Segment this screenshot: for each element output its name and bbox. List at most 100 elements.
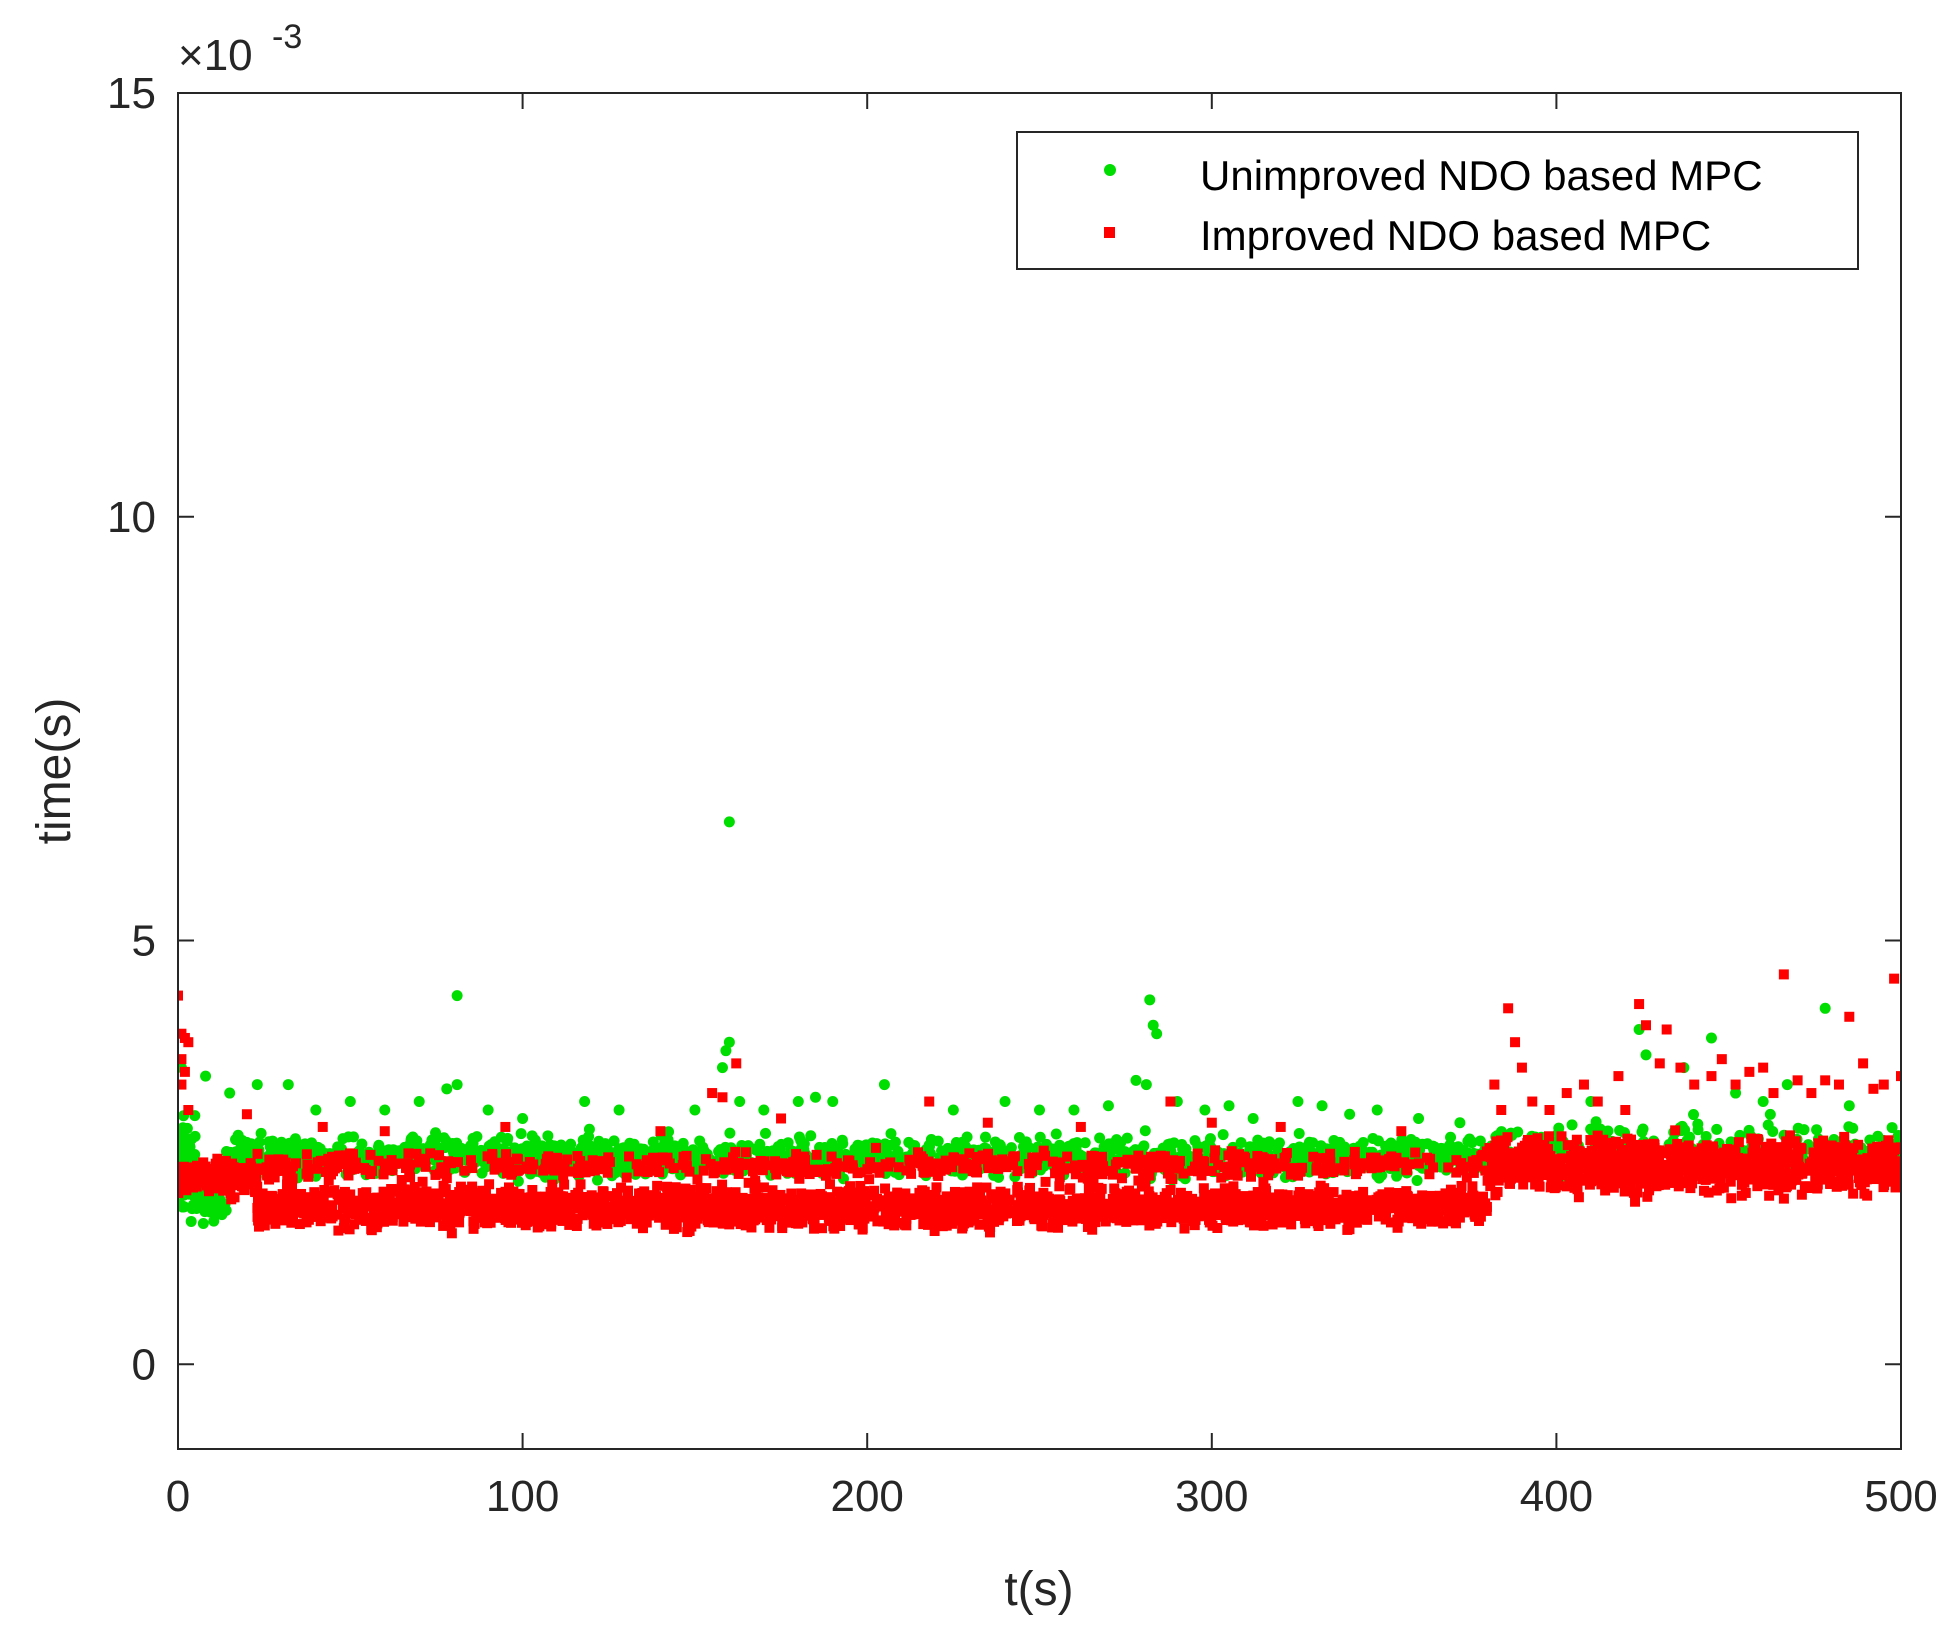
data-point — [497, 1199, 508, 1210]
data-point — [405, 1134, 417, 1146]
data-point — [677, 1159, 688, 1170]
data-point — [740, 1147, 751, 1158]
data-point — [531, 1191, 542, 1202]
data-point — [1001, 1208, 1012, 1219]
data-point — [1430, 1207, 1441, 1218]
data-point — [770, 1163, 781, 1174]
data-point — [416, 1205, 427, 1216]
data-point — [1392, 1214, 1403, 1225]
data-point — [669, 1191, 680, 1202]
data-point — [803, 1208, 814, 1219]
data-point — [329, 1185, 340, 1196]
data-point — [430, 1206, 441, 1217]
data-point — [534, 1217, 545, 1228]
data-point — [831, 1168, 842, 1179]
data-point — [917, 1153, 928, 1164]
data-point — [1321, 1196, 1332, 1207]
data-point — [373, 1155, 384, 1166]
data-point — [644, 1165, 655, 1176]
data-point — [660, 1219, 671, 1230]
data-point — [1798, 1124, 1810, 1136]
data-point — [967, 1166, 978, 1177]
data-point — [1463, 1161, 1474, 1172]
data-point — [711, 1186, 722, 1197]
data-point — [1273, 1137, 1285, 1149]
data-point — [1144, 1220, 1155, 1231]
data-point — [907, 1156, 918, 1167]
data-point — [965, 1159, 976, 1170]
data-point — [1636, 1126, 1648, 1138]
data-point — [622, 1195, 633, 1206]
data-point — [983, 1163, 994, 1174]
data-point — [1280, 1197, 1291, 1208]
data-point — [467, 1187, 478, 1198]
data-point — [1461, 1172, 1472, 1183]
data-point — [1370, 1152, 1381, 1163]
data-point — [441, 1173, 452, 1184]
data-point — [413, 1096, 425, 1108]
data-point — [669, 1215, 680, 1226]
data-point — [178, 1188, 184, 1199]
data-point — [489, 1164, 500, 1175]
data-point — [697, 1141, 709, 1153]
data-point — [550, 1194, 561, 1205]
data-point — [351, 1201, 362, 1212]
data-point — [559, 1162, 570, 1173]
data-point — [1404, 1159, 1415, 1170]
data-point — [724, 1127, 736, 1139]
data-point — [1468, 1167, 1479, 1178]
data-point — [1217, 1199, 1228, 1210]
data-point — [323, 1175, 334, 1186]
data-point — [1218, 1208, 1229, 1219]
data-point — [339, 1186, 350, 1197]
data-point — [410, 1193, 421, 1204]
data-point — [1119, 1198, 1130, 1209]
data-point — [178, 1144, 184, 1156]
data-point — [238, 1181, 249, 1192]
data-point — [1344, 1108, 1356, 1120]
data-point — [921, 1199, 932, 1210]
data-point — [339, 1214, 350, 1225]
data-point — [855, 1204, 866, 1215]
data-point — [923, 1219, 934, 1230]
data-point — [478, 1205, 489, 1216]
data-point — [1192, 1148, 1203, 1159]
data-point — [440, 1184, 451, 1195]
data-point — [781, 1211, 792, 1222]
data-point — [1264, 1165, 1275, 1176]
data-point — [747, 1166, 758, 1177]
data-point — [1421, 1202, 1432, 1213]
data-point — [1246, 1212, 1257, 1223]
data-point — [731, 1159, 742, 1170]
data-point — [695, 1183, 706, 1194]
data-point — [662, 1152, 673, 1163]
data-point — [929, 1202, 940, 1213]
data-point — [981, 1201, 992, 1212]
data-point — [1250, 1198, 1261, 1209]
data-point — [262, 1170, 273, 1181]
data-point — [490, 1209, 501, 1220]
data-point — [411, 1148, 422, 1159]
data-point — [501, 1135, 513, 1147]
data-point — [232, 1129, 244, 1141]
data-point — [1243, 1200, 1254, 1211]
data-point — [257, 1188, 268, 1199]
data-point — [290, 1158, 301, 1169]
data-point — [810, 1091, 822, 1103]
data-point — [1188, 1215, 1199, 1226]
data-point — [567, 1195, 578, 1206]
data-point — [1233, 1151, 1244, 1162]
data-point — [192, 1160, 203, 1171]
data-point — [583, 1123, 595, 1135]
data-point — [545, 1212, 556, 1223]
data-point — [585, 1203, 596, 1214]
data-point — [267, 1160, 278, 1171]
data-point — [1054, 1181, 1065, 1192]
data-point — [255, 1200, 266, 1211]
data-point — [1089, 1215, 1100, 1226]
data-point — [695, 1204, 706, 1215]
data-point — [1335, 1163, 1346, 1174]
data-point — [1330, 1214, 1341, 1225]
data-point — [1070, 1198, 1081, 1209]
data-point — [680, 1208, 691, 1219]
